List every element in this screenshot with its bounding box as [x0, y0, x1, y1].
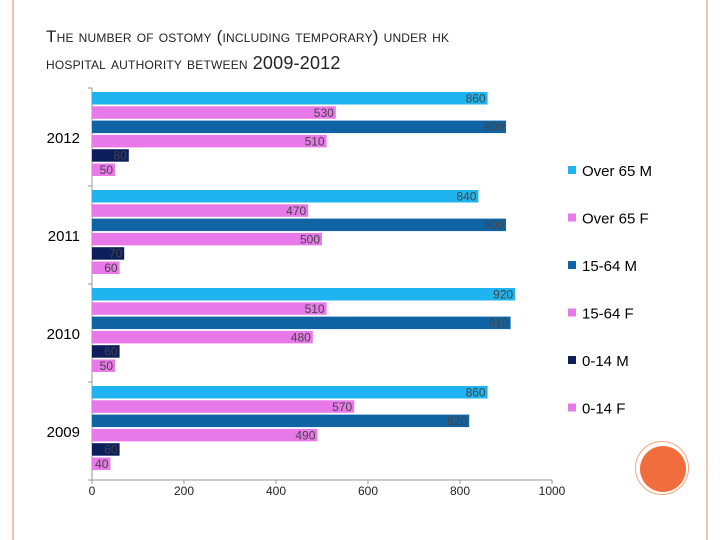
bar: [92, 204, 309, 217]
x-tick-label: 800: [450, 484, 470, 498]
data-label: 860: [466, 92, 486, 106]
bar: [92, 400, 355, 413]
data-label: 80: [113, 149, 127, 163]
data-label: 60: [104, 261, 118, 275]
bar: [92, 386, 488, 399]
data-label: 490: [295, 428, 315, 442]
x-tick-label: 200: [174, 484, 194, 498]
data-label: 530: [314, 106, 334, 120]
legend-label: 15-64 M: [582, 258, 637, 275]
data-label: 510: [305, 302, 325, 316]
data-label: 60: [104, 345, 118, 359]
bar: [92, 359, 115, 372]
data-label: 50: [100, 163, 114, 177]
title-line-1: The number of ostomy (including temporar…: [46, 27, 450, 46]
legend-label: 0-14 F: [582, 401, 625, 418]
bar: [92, 288, 516, 301]
legend-swatch: [568, 403, 576, 412]
x-tick-label: 0: [89, 484, 96, 498]
bar: [92, 247, 125, 260]
data-label: 840: [456, 190, 476, 204]
slide-title: The number of ostomy (including temporar…: [46, 24, 646, 77]
category-label: 2012: [47, 130, 80, 147]
slide-frame-right: [706, 0, 708, 540]
slide-frame-left: [12, 0, 14, 540]
legend-swatch: [568, 166, 576, 174]
data-label: 570: [332, 400, 352, 414]
bar: [92, 443, 120, 456]
bar: [92, 190, 479, 203]
category-label: 2009: [47, 424, 80, 441]
data-label: 920: [493, 288, 513, 302]
x-tick-label: 400: [266, 484, 286, 498]
bar: [92, 457, 111, 470]
legend-swatch: [568, 213, 576, 222]
category-label: 2010: [47, 326, 80, 343]
data-label: 900: [484, 218, 504, 232]
bar: [92, 163, 115, 176]
x-tick-label: 1000: [539, 484, 566, 498]
data-label: 480: [291, 330, 311, 344]
bar: [92, 261, 120, 274]
legend-swatch: [568, 261, 576, 269]
x-tick-label: 600: [358, 484, 378, 498]
bar: [92, 316, 511, 330]
data-label: 900: [484, 120, 504, 134]
legend-label: 0-14 M: [582, 353, 629, 370]
legend-label: 15-64 F: [582, 306, 634, 323]
legend-label: Over 65 F: [582, 211, 649, 228]
data-label: 820: [447, 414, 467, 428]
data-label: 40: [95, 457, 109, 471]
bar: [92, 302, 327, 315]
bar: [92, 330, 313, 344]
data-label: 500: [300, 232, 320, 246]
legend-swatch: [568, 308, 576, 317]
data-label: 470: [286, 204, 306, 218]
bar: [92, 345, 120, 358]
data-label: 860: [466, 386, 486, 400]
data-label: 70: [109, 247, 123, 261]
bar: [92, 120, 506, 134]
data-label: 510: [305, 134, 325, 148]
data-label: 910: [489, 316, 509, 330]
category-label: 2011: [48, 228, 80, 245]
data-label: 50: [100, 359, 114, 373]
bar: [92, 218, 506, 232]
bar: [92, 428, 318, 442]
decorative-circle: [640, 446, 686, 492]
bar: [92, 134, 327, 148]
bar: [92, 92, 488, 105]
bar: [92, 106, 336, 119]
bar: [92, 149, 129, 162]
data-label: 60: [104, 443, 118, 457]
legend-label: Over 65 M: [582, 163, 652, 180]
bar: [92, 414, 470, 428]
decorative-ring: [635, 441, 689, 495]
legend-swatch: [568, 356, 576, 364]
bar: [92, 232, 322, 246]
title-line-2: hospital authority between 2009-2012: [46, 53, 341, 73]
